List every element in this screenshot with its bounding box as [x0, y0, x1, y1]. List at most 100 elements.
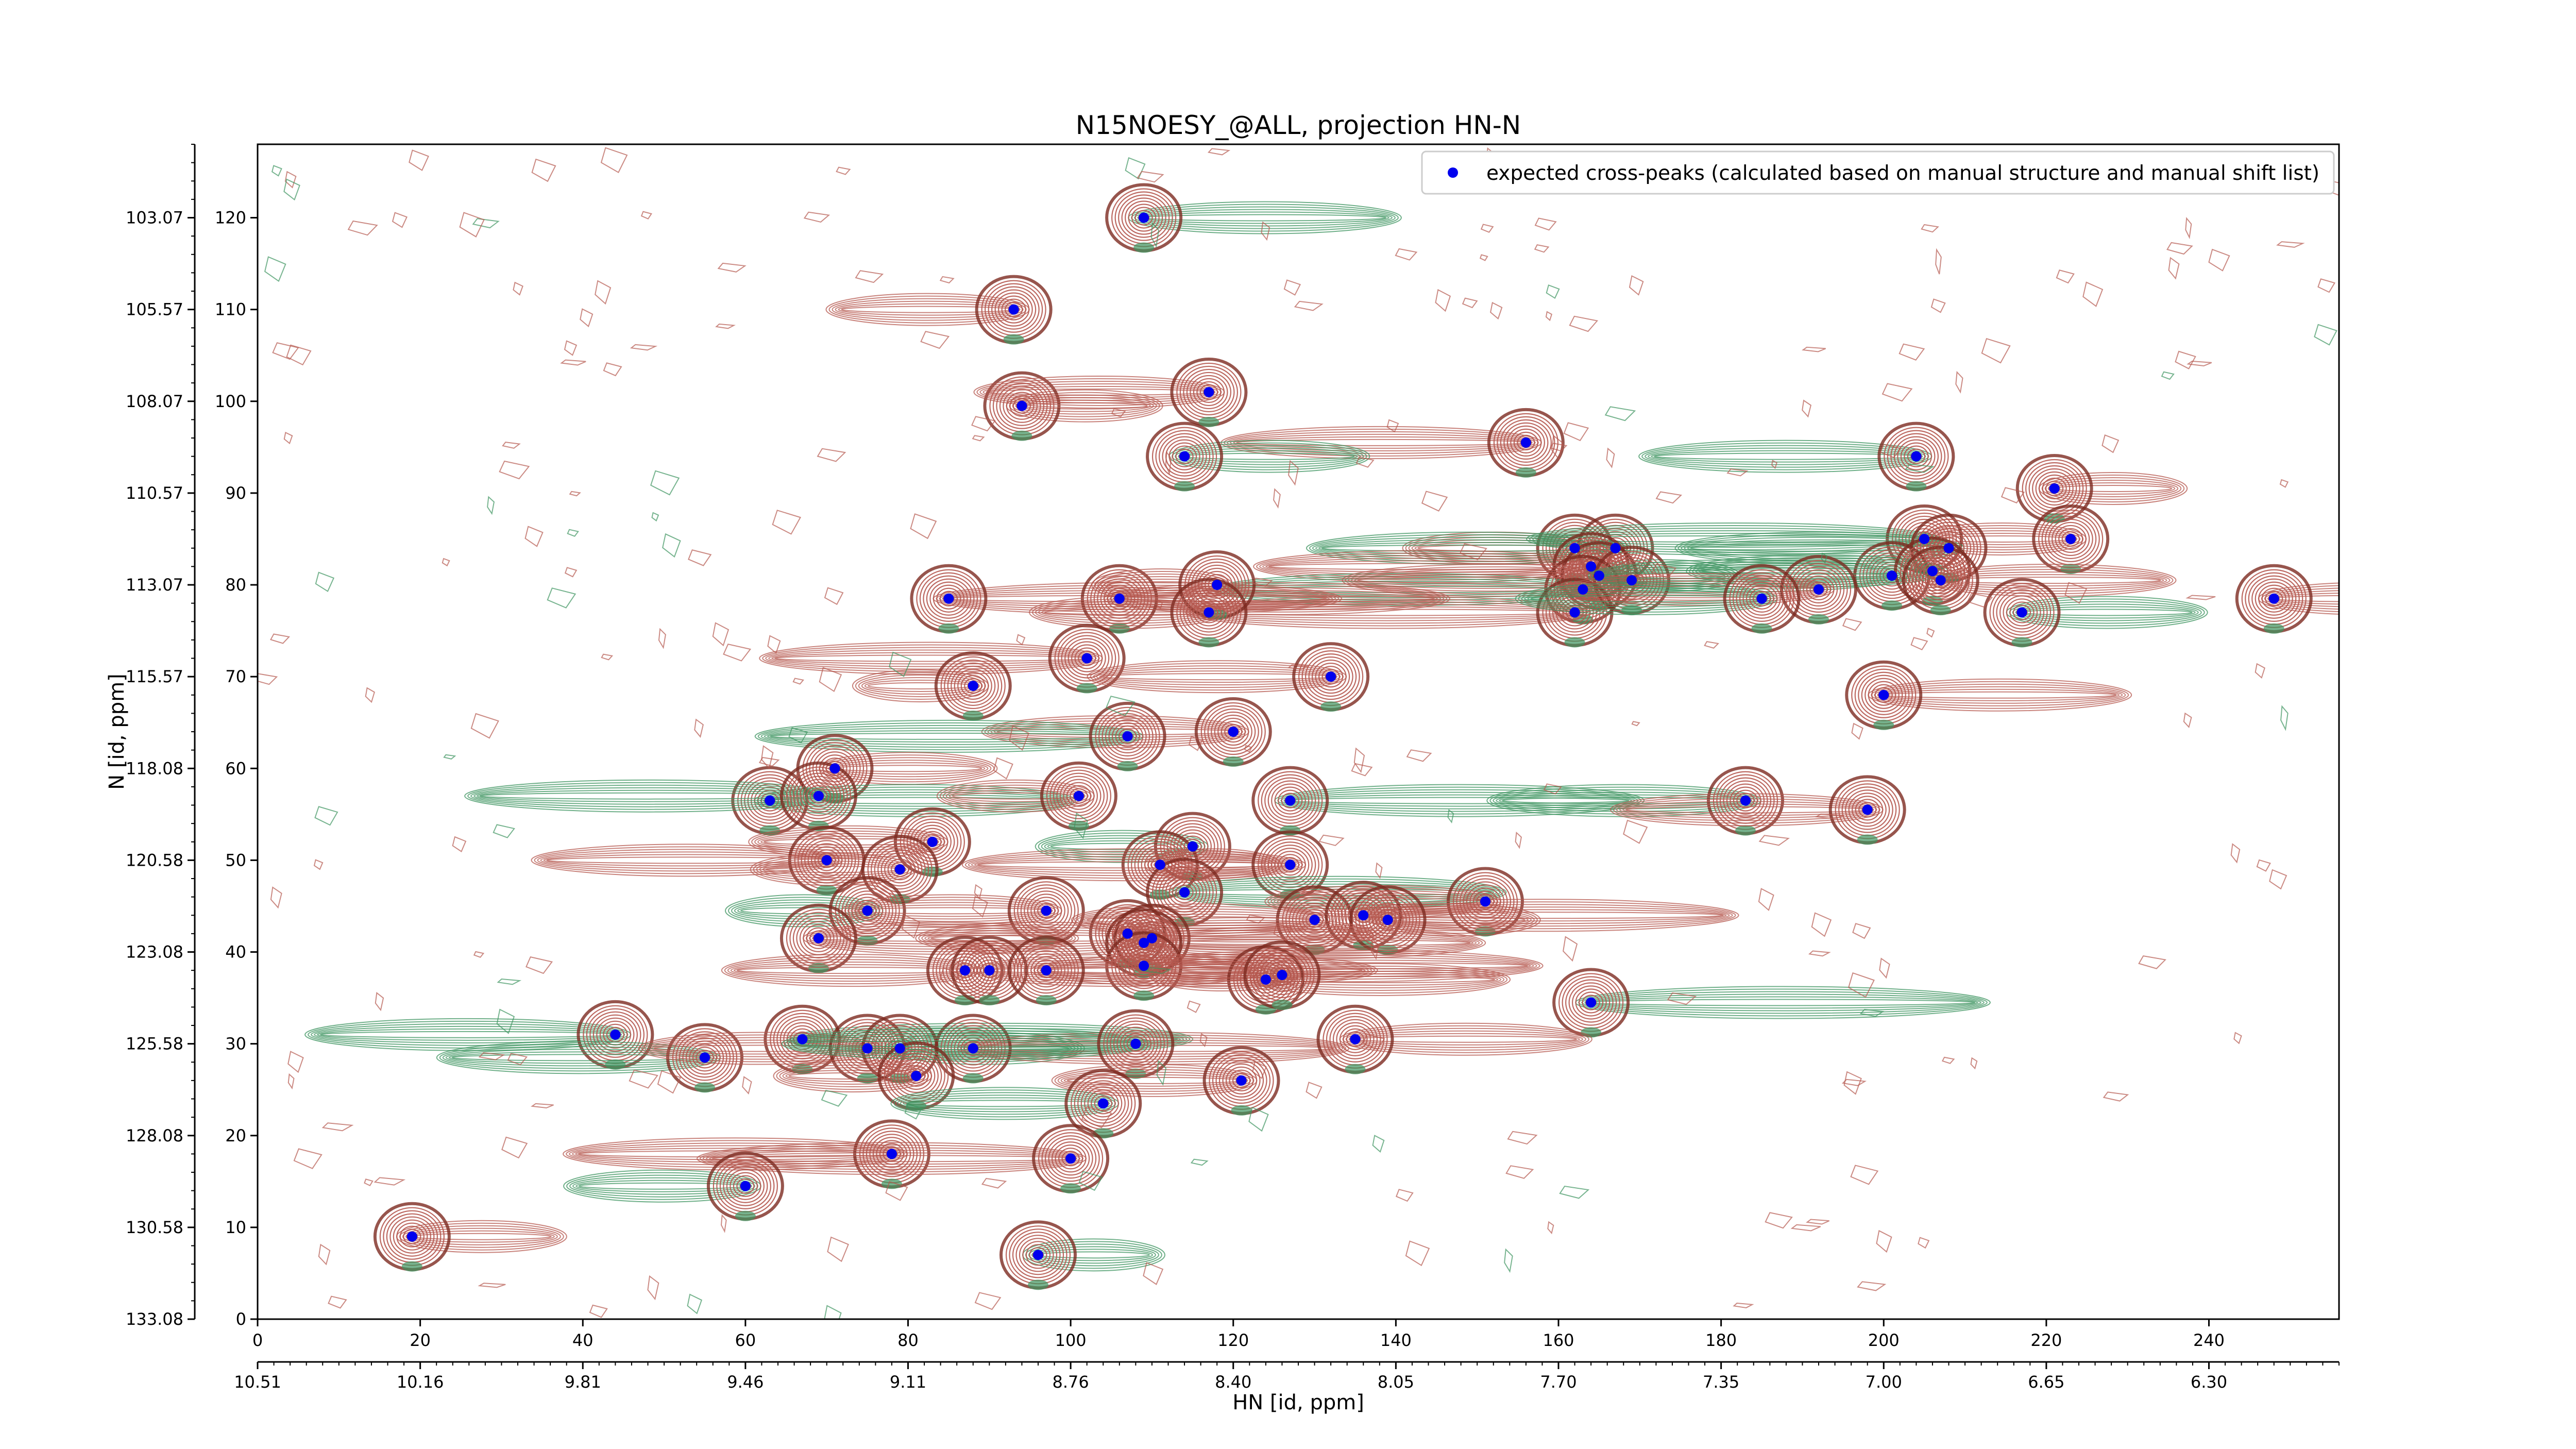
ridge-contour: [825, 757, 992, 780]
ridge-contour: [896, 1092, 1113, 1115]
ridge-contour: [942, 784, 1089, 807]
noise-contour: [375, 991, 384, 1012]
noise-contour: [564, 567, 578, 578]
peak-level-contour: [1214, 714, 1252, 749]
peak-level-contour: [589, 1011, 641, 1058]
noise-contour: [1490, 301, 1503, 320]
expected-cross-peak: [1480, 896, 1490, 907]
peak-level-contour: [1037, 903, 1056, 919]
noise-contour: [1199, 1033, 1208, 1048]
ridge-contour: [1227, 431, 1536, 454]
ridge-contour: [1524, 589, 1769, 608]
expected-cross-peak: [1212, 580, 1223, 590]
peak-level-contour: [1191, 561, 1243, 609]
peak-level-contour: [1900, 442, 1932, 470]
peak-level-contour: [1749, 587, 1774, 610]
noise-contour: [1941, 1056, 1955, 1064]
peak-contour: [1316, 1004, 1592, 1074]
expected-cross-peak: [829, 763, 840, 774]
peak-level-contour: [998, 295, 1030, 324]
peak-level-contour: [2061, 531, 2080, 547]
expected-cross-peak: [1862, 804, 1873, 815]
x-ppm-tick-label: 7.70: [1540, 1372, 1577, 1392]
ridge-contour: [442, 1046, 715, 1069]
expected-cross-peak: [1008, 304, 1019, 315]
expected-cross-peak: [1179, 451, 1190, 462]
peak-negative-rim: [1272, 1000, 1293, 1010]
expected-cross-peak: [1350, 1034, 1361, 1044]
peak-level-contour: [1019, 1238, 1058, 1272]
expected-cross-peak: [1935, 575, 1946, 586]
expected-cross-peak: [2065, 533, 2076, 544]
peak-negative-rim: [2263, 623, 2284, 634]
peak-level-contour: [2058, 528, 2083, 550]
expected-cross-peak: [894, 864, 905, 875]
peak-level-contour: [1745, 584, 1778, 613]
expected-cross-peak: [2268, 593, 2279, 604]
peak-level-contour: [1066, 785, 1092, 807]
peak-level-contour: [906, 818, 958, 865]
ridge-contour: [900, 1094, 1110, 1113]
y-ppm-tick-label: 130.58: [126, 1218, 183, 1237]
noise-contour: [1547, 1221, 1554, 1235]
peak-negative-rim: [1751, 623, 1772, 634]
peak-negative-rim: [1231, 1105, 1252, 1116]
ridge-contour: [1378, 908, 1535, 932]
peak-level-contour: [1271, 783, 1310, 818]
ridge-contour: [2267, 590, 2339, 608]
peak-level-contour: [1506, 425, 1545, 460]
ridge-contour: [731, 899, 877, 922]
legend-marker: [1448, 167, 1458, 178]
y-index-tick-label: 10: [225, 1218, 246, 1237]
ridge-contour: [1028, 1243, 1159, 1267]
peak-level-contour: [1030, 956, 1062, 985]
peak-level-contour: [1274, 851, 1306, 879]
noise-contour: [452, 836, 467, 853]
peak-contour: [1983, 578, 2208, 648]
expected-cross-peak: [1139, 961, 1149, 971]
ridge-contour: [1100, 576, 1224, 594]
ridge-contour: [971, 856, 1297, 874]
peak-level-contour: [1736, 575, 1788, 622]
ridge-contour: [1031, 1246, 1156, 1264]
peak-level-contour: [1921, 563, 1960, 598]
peak-level-contour: [869, 1134, 914, 1174]
noise-contour: [817, 448, 846, 462]
peak-level-contour: [1552, 592, 1598, 633]
noise-contour: [531, 1103, 554, 1109]
noise-contour: [524, 526, 544, 547]
peak-level-contour: [1858, 671, 1910, 718]
ridge-contour: [1157, 966, 1289, 984]
peak-negative-rim: [1011, 430, 1032, 441]
y-index-axis: 0 10 20 30 40 50 60 70 80 90 100 110 120: [215, 208, 258, 1329]
noise-contour: [1504, 1248, 1513, 1273]
peak-level-contour: [1087, 1089, 1119, 1118]
peak-level-contour: [1726, 783, 1765, 818]
noise-contour: [712, 622, 730, 647]
peak-negative-rim: [2011, 637, 2032, 648]
noise-contour: [1143, 1262, 1164, 1286]
noise-contour: [1904, 463, 1935, 473]
noise-contour: [1808, 950, 1831, 957]
y-index-tick-label: 20: [225, 1126, 246, 1145]
noise-contour: [1435, 289, 1451, 312]
noise-contour: [1395, 1189, 1414, 1202]
peak-level-contour: [1572, 985, 1611, 1020]
peak-level-contour: [811, 846, 843, 874]
expected-cross-peak: [1228, 727, 1239, 737]
noise-contour: [496, 1008, 515, 1034]
expected-cross-peak: [1569, 543, 1580, 553]
expected-cross-peak: [765, 795, 775, 806]
y-index-tick-label: 80: [225, 575, 246, 595]
peak-negative-rim: [1564, 637, 1585, 648]
peak-level-contour: [2255, 581, 2293, 616]
ridge-contour: [1035, 601, 1219, 624]
y-ppm-tick-label: 118.08: [126, 759, 183, 778]
peak-level-contour: [1841, 786, 1893, 833]
noise-contour: [513, 281, 523, 296]
noise-contour: [1765, 1212, 1793, 1229]
peak-level-contour: [1199, 384, 1218, 400]
noise-contour: [1105, 695, 1136, 716]
x-index-tick-label: 0: [252, 1330, 263, 1350]
peak-level-contour: [973, 956, 1005, 985]
